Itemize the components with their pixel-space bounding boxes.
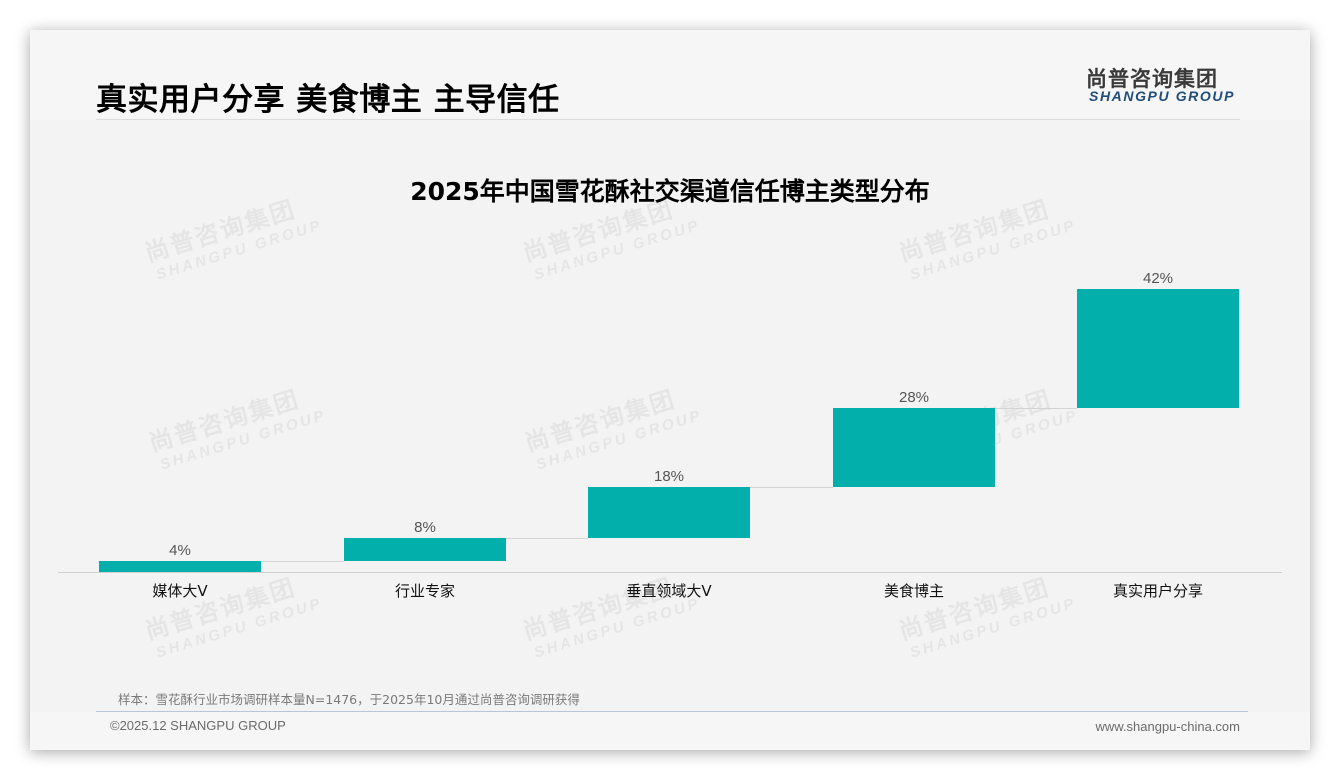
bar-value-label: 8% [414,519,436,536]
footer-band [30,712,1310,750]
bar [588,487,750,538]
bar [1077,289,1239,408]
bar-value-label: 4% [169,542,191,559]
connector-line [506,538,588,539]
connector-line [995,408,1077,409]
logo-english: SHANGPU GROUP [1089,88,1236,104]
page-title: 真实用户分享 美食博主 主导信任 [96,82,560,118]
slide: 真实用户分享 美食博主 主导信任 尚普咨询集团 SHANGPU GROUP 尚普… [30,30,1310,750]
copyright-text: ©2025.12 SHANGPU GROUP [110,718,286,733]
bar [99,561,261,572]
bar-value-label: 28% [898,389,930,406]
connector-line [750,487,833,488]
bar [833,408,995,487]
connector-line [261,561,344,562]
sample-note: 样本：雪花酥行业市场调研样本量N=1476，于2025年10月通过尚普咨询调研获… [118,692,580,707]
header-divider [96,119,1240,120]
category-label: 垂直领域大V [626,582,712,600]
logo-chinese: 尚普咨询集团 [1086,67,1218,91]
bar [344,538,506,561]
category-label: 美食博主 [883,582,944,600]
website-link[interactable]: www.shangpu-china.com [1095,719,1240,734]
bar-value-label: 18% [653,468,685,485]
bar-value-label: 42% [1142,270,1174,287]
category-label: 媒体大V [152,582,208,600]
category-label: 行业专家 [394,582,455,600]
category-label: 真实用户分享 [1112,582,1203,600]
footer-divider [96,711,1248,712]
chart-title: 2025年中国雪花酥社交渠道信任博主类型分布 [410,177,930,206]
header-band [30,30,1310,120]
x-axis-line [58,572,1282,573]
